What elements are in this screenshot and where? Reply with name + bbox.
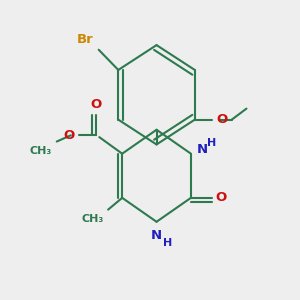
Text: O: O [215, 191, 227, 204]
Text: CH₃: CH₃ [30, 146, 52, 156]
Text: H: H [163, 238, 172, 248]
Text: O: O [63, 129, 74, 142]
Text: O: O [216, 113, 227, 126]
Text: O: O [90, 98, 102, 111]
Text: Br: Br [77, 33, 94, 46]
Text: N: N [197, 143, 208, 156]
Text: H: H [207, 138, 216, 148]
Text: N: N [151, 229, 162, 242]
Text: CH₃: CH₃ [81, 214, 104, 224]
